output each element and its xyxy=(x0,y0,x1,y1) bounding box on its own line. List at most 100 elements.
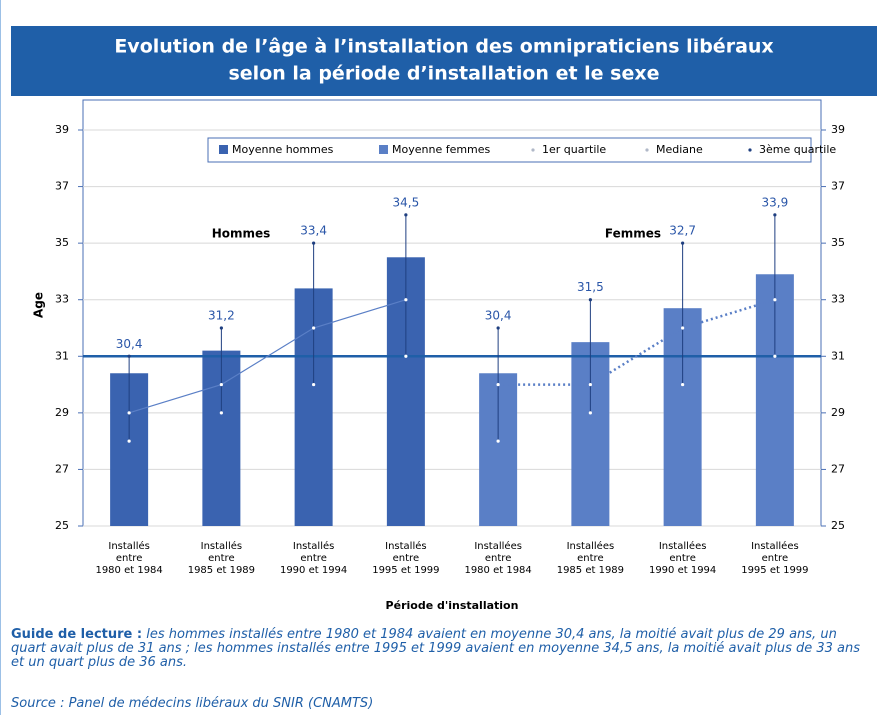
median-point xyxy=(312,326,316,330)
median-line-femmes xyxy=(498,298,776,386)
y-tick-label: 39 xyxy=(55,123,69,136)
x-tick-label: Installées entre 1985 et 1989 xyxy=(557,540,624,576)
legend-marker xyxy=(748,148,752,152)
x-tick-label-line: Installés xyxy=(108,540,149,552)
x-tick-label-line: Installées xyxy=(567,540,615,552)
first-quartile xyxy=(404,354,408,358)
median-point xyxy=(219,382,223,387)
y-tick-label: 31 xyxy=(55,349,69,362)
y2-tick-label: 29 xyxy=(831,406,845,419)
y2-tick-label: 39 xyxy=(831,123,845,136)
y-tick-label: 25 xyxy=(55,519,69,532)
third-quartile xyxy=(404,213,408,217)
x-tick-label-line: entre xyxy=(300,553,326,564)
y2-tick-label: 31 xyxy=(831,349,845,362)
x-tick-label-line: 1990 et 1994 xyxy=(649,565,716,576)
third-quartile xyxy=(588,298,592,302)
x-tick-label: Installés entre 1985 et 1989 xyxy=(188,540,255,576)
value-label: 32,7 xyxy=(669,224,696,238)
x-tick-label-line: Installés xyxy=(293,540,334,552)
x-tick-label: Installés entre 1990 et 1994 xyxy=(280,540,347,576)
x-tick-label: Installées entre 1980 et 1984 xyxy=(464,540,531,576)
chart-title: selon la période d’installation et le se… xyxy=(228,63,659,85)
legend-swatch xyxy=(219,145,228,154)
x-tick-label: Installées entre 1995 et 1999 xyxy=(741,540,808,576)
third-quartile xyxy=(496,326,500,330)
legend-marker xyxy=(645,148,649,152)
median-point xyxy=(127,411,131,415)
annotation: Femmes xyxy=(605,227,661,241)
x-tick-label-line: entre xyxy=(393,553,419,564)
legend-label: Moyenne hommes xyxy=(232,143,334,156)
x-tick-label-line: 1980 et 1984 xyxy=(95,565,162,576)
third-quartile xyxy=(681,241,685,245)
y-tick-label: 37 xyxy=(55,180,69,193)
value-label: 30,4 xyxy=(116,337,143,351)
third-quartile xyxy=(312,241,316,245)
x-tick-label: Installés entre 1980 et 1984 xyxy=(95,540,162,576)
legend-label: Moyenne femmes xyxy=(392,143,491,156)
median-point xyxy=(496,382,500,387)
y-tick-label: 29 xyxy=(55,406,69,419)
value-label: 34,5 xyxy=(393,195,420,209)
legend-label: 3ème quartile xyxy=(759,143,836,156)
chart: Evolution de l’âge à l’installation des … xyxy=(11,26,877,612)
x-tick-label-line: entre xyxy=(485,553,511,564)
y-axis-label: Age xyxy=(32,292,46,318)
first-quartile xyxy=(219,411,223,415)
x-tick-label-line: 1985 et 1989 xyxy=(557,565,624,576)
y-tick-label: 27 xyxy=(55,462,69,475)
first-quartile xyxy=(127,439,131,443)
chart-title: Evolution de l’âge à l’installation des … xyxy=(114,36,773,58)
x-tick-label-line: entre xyxy=(577,553,603,564)
third-quartile xyxy=(773,213,777,217)
first-quartile xyxy=(496,439,500,443)
first-quartile xyxy=(588,411,592,415)
x-tick-label: Installées entre 1990 et 1994 xyxy=(649,540,716,576)
y2-tick-label: 27 xyxy=(831,462,845,475)
y2-tick-label: 25 xyxy=(831,519,845,532)
third-quartile xyxy=(127,354,131,358)
x-tick-label-line: 1995 et 1999 xyxy=(741,565,808,576)
reading-guide: Guide de lecture : les hommes installés … xyxy=(11,628,873,670)
y2-tick-label: 35 xyxy=(831,236,845,249)
x-tick-label-line: entre xyxy=(116,553,142,564)
x-tick-label-line: 1985 et 1989 xyxy=(188,565,255,576)
value-label: 31,2 xyxy=(208,309,235,323)
x-tick-label-line: 1995 et 1999 xyxy=(372,565,439,576)
median-point xyxy=(588,382,592,387)
first-quartile xyxy=(312,382,316,387)
x-tick-label-line: Installées xyxy=(751,540,799,552)
y-tick-label: 33 xyxy=(55,293,69,306)
y-tick-label: 35 xyxy=(55,236,69,249)
y2-tick-label: 37 xyxy=(831,180,845,193)
x-tick-label-line: 1990 et 1994 xyxy=(280,565,347,576)
value-label: 30,4 xyxy=(485,309,512,323)
value-label: 33,9 xyxy=(762,195,789,209)
legend-label: Mediane xyxy=(656,143,703,156)
x-tick-label-line: Installés xyxy=(385,540,426,552)
third-quartile xyxy=(219,326,223,330)
median-line-hommes xyxy=(128,299,407,414)
source: Source : Panel de médecins libéraux du S… xyxy=(11,696,374,711)
x-tick-label-line: entre xyxy=(208,553,234,564)
first-quartile xyxy=(681,382,685,387)
legend-marker xyxy=(531,148,535,152)
y2-tick-label: 33 xyxy=(831,293,845,306)
first-quartile xyxy=(773,354,777,358)
legend-box xyxy=(207,137,812,163)
x-tick-label: Installés entre 1995 et 1999 xyxy=(372,540,439,576)
x-tick-label-line: Installées xyxy=(659,540,707,552)
guide-label: Guide de lecture : xyxy=(11,627,143,642)
x-tick-label-line: entre xyxy=(762,553,788,564)
median-point xyxy=(404,298,408,302)
title-band xyxy=(11,26,877,96)
median-point xyxy=(773,298,777,302)
legend-label: 1er quartile xyxy=(542,143,606,156)
guide-text: les hommes installés entre 1980 et 1984 … xyxy=(11,627,861,670)
legend-swatch xyxy=(379,145,388,154)
value-label: 33,4 xyxy=(300,224,327,238)
x-tick-label-line: Installés xyxy=(201,540,242,552)
x-tick-label-line: entre xyxy=(669,553,695,564)
